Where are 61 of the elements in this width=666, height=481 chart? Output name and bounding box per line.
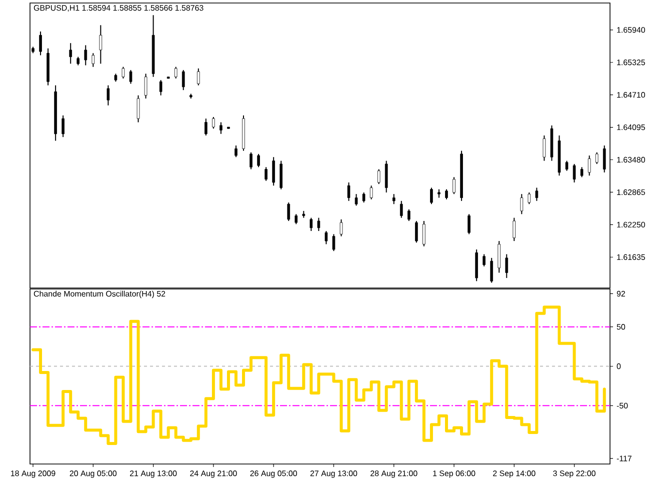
candlestick: [384, 160, 388, 193]
candlestick: [347, 182, 350, 202]
candlestick: [498, 240, 501, 274]
candlestick: [392, 194, 396, 205]
candlestick: [280, 160, 283, 190]
candlestick: [234, 144, 238, 158]
candlestick: [317, 217, 320, 232]
candlestick: [92, 52, 95, 68]
candlestick: [400, 200, 403, 218]
candlestick: [408, 208, 410, 222]
candlestick: [250, 152, 252, 170]
candlestick: [69, 42, 72, 64]
candlestick: [422, 220, 426, 247]
candlestick: [595, 152, 598, 164]
candlestick: [159, 80, 162, 96]
candlestick: [490, 257, 494, 284]
candlestick: [482, 254, 486, 267]
candlestick: [204, 118, 208, 136]
candlestick: [264, 166, 268, 182]
candlestick: [84, 44, 88, 66]
candlestick: [99, 24, 102, 64]
candlestick: [535, 187, 538, 202]
candlestick: [580, 166, 584, 178]
candlestick: [340, 218, 343, 237]
candlestick: [588, 155, 591, 176]
candlestick: [294, 214, 298, 225]
candlestick: [377, 168, 380, 185]
candlestick: [122, 66, 125, 79]
candlestick: [370, 185, 373, 200]
candlestick: [197, 68, 200, 86]
candlestick: [362, 192, 366, 203]
candlestick: [39, 30, 42, 56]
candlestick: [430, 187, 433, 205]
candlestick: [520, 194, 524, 215]
candlestick: [144, 73, 148, 100]
candlestick: [212, 116, 215, 130]
candlestick: [106, 84, 110, 106]
candlestick: [324, 230, 328, 245]
candlestick: [445, 188, 448, 200]
candlestick: [310, 217, 313, 232]
candlestick: [257, 153, 260, 168]
candlestick: [220, 122, 222, 134]
candlestick: [136, 94, 140, 123]
candlestick: [287, 202, 290, 222]
candlestick: [182, 70, 185, 91]
candlestick: [452, 176, 456, 195]
candlestick: [512, 217, 516, 242]
candlestick: [415, 220, 418, 244]
candlestick: [528, 192, 531, 205]
candlestick: [129, 70, 132, 84]
candlestick: [272, 156, 275, 186]
candlestick: [332, 234, 336, 252]
candlestick: [354, 194, 358, 206]
candlestick: [505, 254, 508, 278]
candlestick: [62, 114, 64, 138]
candlestick: [602, 144, 606, 173]
candlestick: [174, 66, 178, 79]
candlestick: [468, 214, 470, 235]
candlestick: [572, 163, 576, 183]
candlestick: [565, 160, 568, 172]
candlestick: [542, 134, 546, 162]
